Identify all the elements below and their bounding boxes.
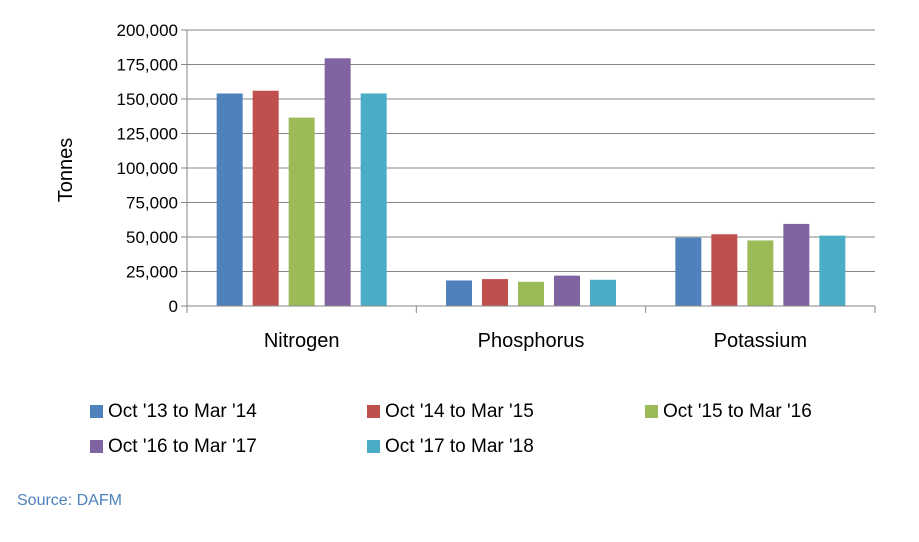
bar — [360, 93, 387, 306]
legend-swatch — [90, 405, 103, 418]
legend-label: Oct '16 to Mar '17 — [108, 436, 257, 457]
legend-label: Oct '15 to Mar '16 — [663, 401, 812, 422]
y-tick-label: 150,000 — [117, 90, 178, 109]
y-tick-label: 200,000 — [117, 21, 178, 40]
bar — [819, 235, 846, 306]
bar — [675, 237, 702, 306]
legend-label: Oct '13 to Mar '14 — [108, 401, 257, 422]
y-tick-labels: 0 25,000 50,000 75,000 100,000 125,000 150,000… — [117, 21, 178, 316]
legend-swatch — [367, 440, 380, 453]
category-label: Potassium — [714, 330, 807, 352]
legend-swatch — [367, 405, 380, 418]
bars — [216, 58, 846, 306]
category-label: Phosphorus — [478, 330, 585, 352]
bar — [747, 240, 774, 306]
axes — [181, 29, 876, 313]
source-note: Source: DAFM — [17, 492, 122, 509]
y-axis-label: Tonnes — [55, 138, 77, 203]
category-label: Nitrogen — [264, 330, 340, 352]
bar — [446, 280, 472, 306]
bar — [518, 281, 544, 306]
bar — [288, 117, 315, 306]
legend-swatch — [645, 405, 658, 418]
legend-label: Oct '17 to Mar '18 — [385, 436, 534, 457]
bar — [590, 279, 616, 306]
bar — [554, 275, 580, 306]
y-tick-label: 175,000 — [117, 56, 178, 75]
y-tick-label: 50,000 — [126, 228, 178, 247]
legend: Oct '13 to Mar '14 Oct '14 to Mar '15 Oct … — [90, 401, 812, 457]
bar — [482, 279, 508, 306]
y-tick-label: 25,000 — [126, 263, 178, 282]
bar — [252, 90, 279, 306]
chart: 0 25,000 50,000 75,000 100,000 125,000 150,000… — [55, 21, 876, 457]
y-tick-label: 100,000 — [117, 159, 178, 178]
category-labels: Nitrogen Phosphorus Potassium — [264, 330, 807, 352]
y-tick-label: 0 — [169, 297, 178, 316]
bar — [216, 93, 243, 306]
bar — [324, 58, 351, 306]
bar — [711, 234, 738, 306]
legend-swatch — [90, 440, 103, 453]
bar — [783, 223, 810, 306]
y-tick-label: 75,000 — [126, 194, 178, 213]
legend-label: Oct '14 to Mar '15 — [385, 401, 534, 422]
y-tick-label: 125,000 — [117, 125, 178, 144]
